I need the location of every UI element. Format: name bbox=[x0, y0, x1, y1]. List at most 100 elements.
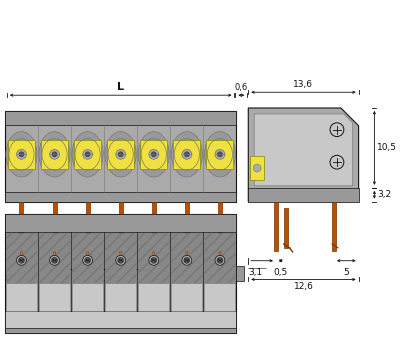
Polygon shape bbox=[248, 108, 359, 202]
Bar bbox=[5, 111, 236, 202]
Polygon shape bbox=[52, 246, 56, 254]
Circle shape bbox=[16, 256, 26, 265]
Polygon shape bbox=[53, 252, 56, 256]
Circle shape bbox=[50, 256, 60, 265]
Bar bbox=[138, 233, 169, 284]
Circle shape bbox=[19, 152, 24, 157]
Bar bbox=[138, 284, 169, 311]
Ellipse shape bbox=[204, 132, 236, 177]
Circle shape bbox=[182, 149, 192, 159]
Circle shape bbox=[83, 256, 92, 265]
Circle shape bbox=[116, 149, 126, 159]
Bar bbox=[171, 233, 202, 284]
Bar bbox=[105, 233, 136, 284]
Text: 2: 2 bbox=[225, 273, 231, 282]
Bar bbox=[5, 215, 236, 332]
Bar bbox=[74, 140, 101, 169]
Polygon shape bbox=[86, 246, 90, 254]
Circle shape bbox=[85, 257, 90, 263]
Circle shape bbox=[16, 149, 26, 159]
Circle shape bbox=[218, 152, 222, 157]
Circle shape bbox=[182, 256, 192, 265]
Circle shape bbox=[151, 152, 156, 157]
Polygon shape bbox=[120, 252, 122, 256]
Bar bbox=[5, 192, 236, 202]
Circle shape bbox=[330, 123, 344, 136]
Bar bbox=[20, 202, 24, 248]
Circle shape bbox=[18, 257, 24, 263]
Bar bbox=[218, 202, 222, 248]
Circle shape bbox=[330, 155, 344, 169]
Bar bbox=[8, 140, 35, 169]
Polygon shape bbox=[152, 246, 156, 254]
Circle shape bbox=[151, 257, 157, 263]
Bar bbox=[173, 140, 200, 169]
Circle shape bbox=[85, 152, 90, 157]
Bar bbox=[119, 202, 123, 248]
Polygon shape bbox=[119, 246, 123, 254]
Bar bbox=[5, 111, 236, 125]
Bar bbox=[6, 233, 37, 284]
Bar bbox=[248, 188, 359, 202]
Polygon shape bbox=[20, 252, 23, 256]
Polygon shape bbox=[219, 252, 221, 256]
Text: 0,75: 0,75 bbox=[4, 273, 24, 282]
Circle shape bbox=[215, 256, 225, 265]
Bar bbox=[105, 284, 136, 311]
Bar bbox=[72, 233, 103, 284]
Circle shape bbox=[184, 152, 189, 157]
Text: 5: 5 bbox=[344, 268, 349, 276]
Circle shape bbox=[215, 149, 225, 159]
Text: 3,2: 3,2 bbox=[377, 190, 392, 199]
Circle shape bbox=[184, 257, 190, 263]
Bar bbox=[236, 266, 244, 281]
Bar bbox=[107, 140, 134, 169]
Bar bbox=[274, 202, 278, 251]
Bar bbox=[152, 202, 156, 248]
Polygon shape bbox=[86, 252, 89, 256]
Polygon shape bbox=[254, 114, 353, 186]
Circle shape bbox=[83, 149, 92, 159]
Bar bbox=[5, 328, 236, 332]
Bar bbox=[39, 233, 70, 284]
Bar bbox=[171, 284, 202, 311]
Text: 3,5: 3,5 bbox=[97, 273, 111, 282]
Ellipse shape bbox=[105, 132, 136, 177]
Bar bbox=[52, 202, 56, 248]
Ellipse shape bbox=[6, 132, 37, 177]
Circle shape bbox=[118, 152, 123, 157]
Bar bbox=[6, 284, 37, 311]
Circle shape bbox=[149, 256, 159, 265]
Bar bbox=[5, 215, 236, 232]
Bar bbox=[39, 284, 70, 311]
Polygon shape bbox=[218, 246, 222, 254]
Polygon shape bbox=[186, 252, 188, 256]
Circle shape bbox=[149, 149, 159, 159]
Polygon shape bbox=[152, 252, 155, 256]
Bar bbox=[204, 284, 236, 311]
Bar bbox=[72, 284, 103, 311]
Polygon shape bbox=[20, 246, 24, 254]
Bar bbox=[140, 140, 167, 169]
Text: L: L bbox=[117, 82, 124, 92]
Text: 0,6: 0,6 bbox=[235, 83, 248, 92]
Bar bbox=[206, 140, 234, 169]
Bar bbox=[204, 233, 236, 284]
Ellipse shape bbox=[138, 132, 169, 177]
Bar bbox=[41, 140, 68, 169]
Bar bbox=[185, 202, 189, 248]
Bar bbox=[86, 202, 90, 248]
Text: 10,5: 10,5 bbox=[377, 144, 397, 152]
Ellipse shape bbox=[72, 132, 103, 177]
Circle shape bbox=[52, 257, 58, 263]
Ellipse shape bbox=[39, 132, 70, 177]
Polygon shape bbox=[185, 246, 189, 254]
Bar bbox=[250, 156, 264, 180]
Circle shape bbox=[52, 152, 57, 157]
Text: 13,6: 13,6 bbox=[294, 80, 314, 89]
Circle shape bbox=[217, 257, 223, 263]
Circle shape bbox=[50, 149, 60, 159]
Circle shape bbox=[253, 164, 261, 172]
Text: 12,6: 12,6 bbox=[294, 282, 313, 292]
Bar bbox=[5, 311, 236, 332]
